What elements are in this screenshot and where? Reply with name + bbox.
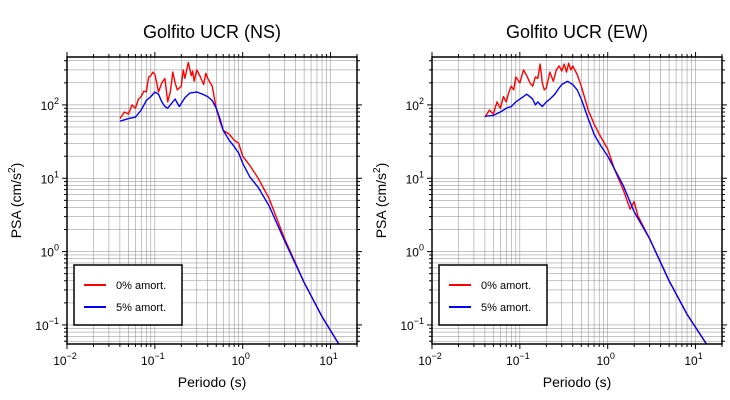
y-tick-base: 10 — [41, 99, 55, 113]
x-tick-exponent: −1 — [154, 351, 164, 361]
grid — [66, 57, 358, 344]
x-axis-label: Periodo (s) — [178, 374, 246, 390]
y-tick-exponent: 2 — [419, 96, 424, 106]
y-tick-base: 10 — [41, 246, 55, 260]
y-tick-base: 10 — [406, 172, 420, 186]
plot-frame — [66, 56, 358, 345]
legend: 0% amort. 5% amort. — [438, 264, 548, 326]
x-tick-exponent: 0 — [245, 351, 250, 361]
x-tick-label: 10−1 — [141, 351, 165, 368]
x-tick-base: 10 — [506, 354, 520, 368]
y-tick-label: 100 — [406, 243, 424, 260]
x-tick-base: 10 — [319, 354, 333, 368]
y-axis-label-superscript: 2 — [372, 167, 383, 173]
y-axis-label-base: PSA (cm/s — [373, 173, 389, 238]
legend-label: 5% amort. — [481, 302, 531, 314]
y-tick-label: 102 — [41, 96, 59, 113]
y-axis-label: PSA (cm/s2) — [372, 163, 389, 239]
y-tick-base: 10 — [41, 172, 55, 186]
x-tick-base: 10 — [53, 354, 67, 368]
chart-title: Golfito UCR (NS) — [143, 22, 281, 42]
x-tick-exponent: −2 — [67, 351, 77, 361]
y-tick-label: 101 — [41, 169, 59, 186]
x-tick-base: 10 — [141, 354, 155, 368]
y-axis-label-base: PSA (cm/s — [8, 173, 24, 238]
y-tick-label: 102 — [406, 96, 424, 113]
y-tick-label: 101 — [406, 169, 424, 186]
y-tick-exponent: 2 — [54, 96, 59, 106]
y-tick-exponent: 0 — [54, 243, 59, 253]
x-tick-exponent: 1 — [333, 351, 338, 361]
x-tick-base: 10 — [232, 354, 246, 368]
legend: 0% amort. 5% amort. — [73, 264, 183, 326]
series-group — [119, 61, 340, 344]
chart-title: Golfito UCR (EW) — [506, 22, 648, 42]
x-tick-label: 10−1 — [506, 351, 530, 368]
legend-box — [438, 264, 548, 326]
y-tick-exponent: −1 — [49, 316, 59, 326]
legend-label: 5% amort. — [116, 302, 166, 314]
x-tick-exponent: −2 — [432, 351, 442, 361]
y-axis-label-close: ) — [373, 163, 389, 168]
series-line-5-amort- — [119, 91, 340, 344]
legend-label: 0% amort. — [481, 280, 531, 292]
series-line-0-amort- — [119, 61, 340, 344]
y-axis-label-close: ) — [8, 163, 24, 168]
x-tick-exponent: −1 — [519, 351, 529, 361]
y-tick-base: 10 — [406, 99, 420, 113]
grid — [431, 57, 723, 344]
x-axis-label: Periodo (s) — [543, 374, 611, 390]
x-tick-label: 101 — [684, 351, 702, 368]
series-line-0-amort- — [484, 62, 708, 344]
y-tick-exponent: 1 — [419, 169, 424, 179]
x-tick-base: 10 — [597, 354, 611, 368]
x-tick-base: 10 — [684, 354, 698, 368]
x-tick-label: 10−2 — [418, 351, 442, 368]
y-tick-base: 10 — [400, 319, 414, 333]
x-tick-label: 100 — [232, 351, 250, 368]
x-tick-exponent: 1 — [698, 351, 703, 361]
y-axis-label: PSA (cm/s2) — [7, 163, 24, 239]
x-tick-base: 10 — [418, 354, 432, 368]
x-tick-label: 100 — [597, 351, 615, 368]
plot-frame — [431, 56, 723, 345]
x-tick-label: 101 — [319, 351, 337, 368]
legend-box — [73, 264, 183, 326]
y-axis-label-superscript: 2 — [7, 167, 18, 173]
series-line-5-amort- — [484, 80, 708, 344]
y-tick-base: 10 — [406, 246, 420, 260]
y-tick-exponent: −1 — [414, 316, 424, 326]
x-tick-exponent: 0 — [610, 351, 615, 361]
series-group — [484, 62, 708, 344]
y-tick-label: 100 — [41, 243, 59, 260]
y-tick-label: 10−1 — [35, 316, 59, 333]
legend-label: 0% amort. — [116, 280, 166, 292]
y-tick-exponent: 1 — [54, 169, 59, 179]
x-tick-label: 10−2 — [53, 351, 77, 368]
y-tick-exponent: 0 — [419, 243, 424, 253]
y-tick-label: 10−1 — [400, 316, 424, 333]
y-tick-base: 10 — [35, 319, 49, 333]
